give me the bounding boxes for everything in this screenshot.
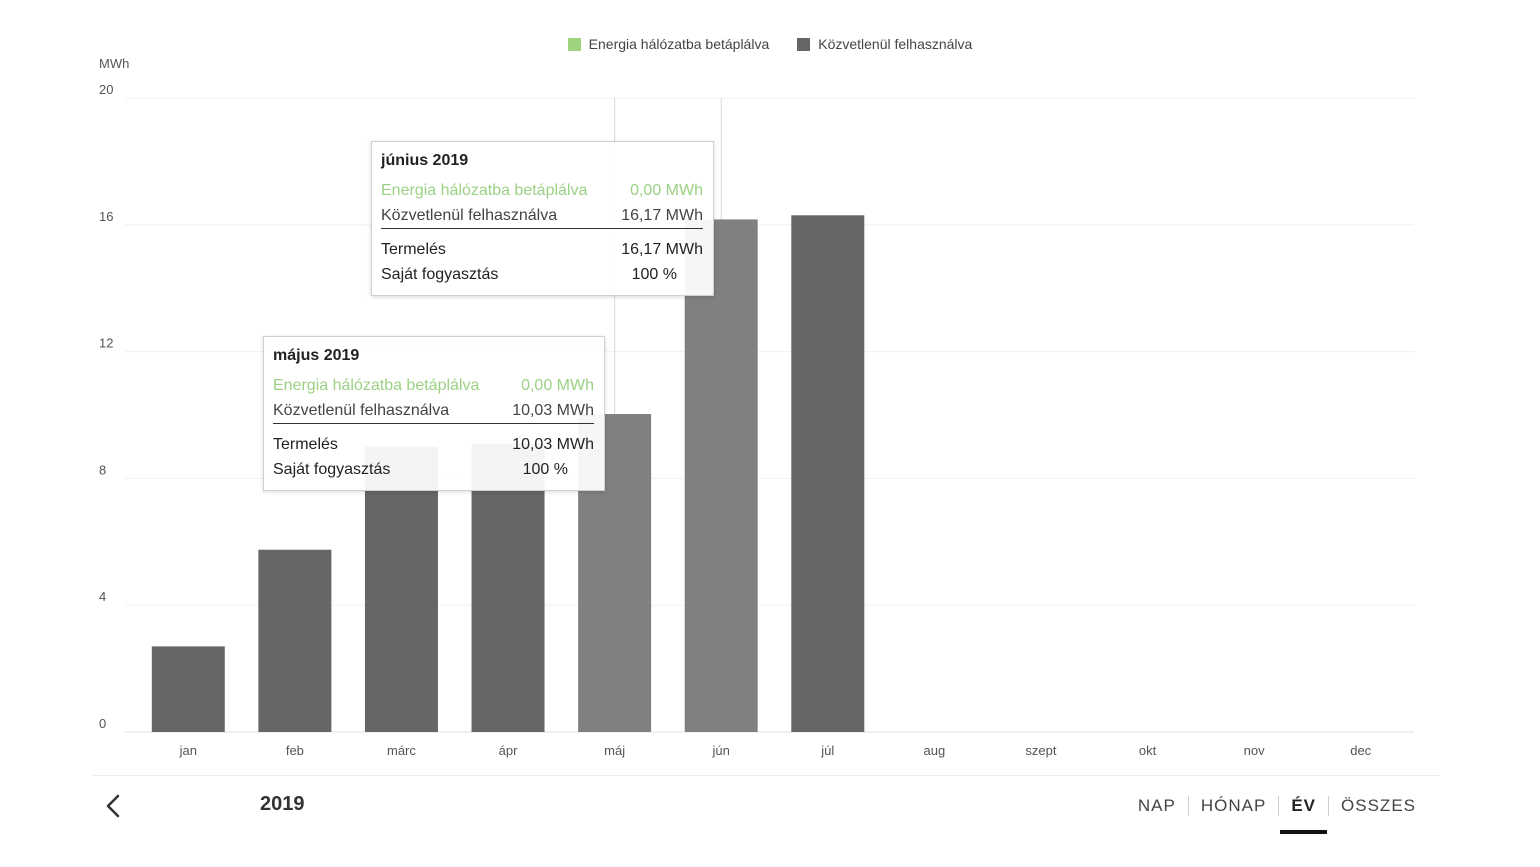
x-tick-label: feb [286,743,304,758]
tooltip-feed-value: 0,00 MWh [630,182,703,199]
x-tick-label: jan [179,743,197,758]
legend-swatch-feed [567,37,581,51]
x-tick-label: aug [924,743,946,758]
y-tick-label: 12 [99,336,113,351]
tooltip-row-self: Saját fogyasztás 100 % [381,262,703,287]
bar[interactable] [364,446,438,732]
y-tick-label: 16 [99,209,113,224]
x-tick-label: ápr [499,743,518,758]
legend-item-feed[interactable]: Energia hálózatba betáplálva [567,36,770,52]
y-tick-label: 8 [99,462,106,477]
tooltip-title: május 2019 [273,347,360,364]
x-tick-label: okt [1139,743,1157,758]
tooltip-production-value: 10,03 MWh [512,436,594,453]
legend-label-feed: Energia hálózatba betáplálva [588,36,770,52]
tooltip-row-feed: Energia hálózatba betáplálva 0,00 MWh [273,373,594,398]
legend-label-direct: Közvetlenül felhasználva [818,36,973,52]
bar[interactable] [471,443,545,732]
legend-swatch-direct [797,37,811,51]
tooltip-may: május 2019 Energia hálózatba betáplálva … [263,336,605,491]
tooltip-direct-value: 10,03 MWh [512,402,594,419]
tooltip-feed-value: 0,00 MWh [521,377,594,394]
y-tick-label: 4 [99,589,106,604]
tab-divider [1328,796,1330,816]
tooltip-production-label: Termelés [381,241,446,258]
tooltip-production-value: 16,17 MWh [621,241,703,258]
tooltip-self-value: 100 % [522,461,568,478]
tooltip-feed-label: Energia hálózatba betáplálva [381,182,588,199]
x-tick-label: dec [1350,743,1371,758]
tooltip-row-self: Saját fogyasztás 100 % [273,457,594,482]
previous-period-button[interactable] [100,790,128,822]
tooltip-june: június 2019 Energia hálózatba betáplálva… [371,141,714,296]
x-tick-label: márc [387,743,416,758]
tooltip-direct-label: Közvetlenül felhasználva [273,402,450,419]
tooltip-direct-label: Közvetlenül felhasználva [381,207,558,224]
x-tick-label: szept [1025,743,1056,758]
tab-month[interactable]: HÓNAP [1200,796,1267,815]
tooltip-row-direct: Közvetlenül felhasználva 10,03 MWh [273,398,594,424]
tooltip-row-production: Termelés 16,17 MWh [381,237,703,262]
tab-divider [1278,796,1280,816]
bar-chart: 0 4 8 12 16 20 jan feb márc ápr máj jún júl aug szept o… [99,82,1414,758]
x-tick-label: nov [1244,743,1265,758]
tooltip-production-label: Termelés [273,436,338,453]
tooltip-title: június 2019 [381,152,469,169]
bar[interactable] [151,646,225,732]
chevron-left-icon [106,794,120,818]
tooltip-row-feed: Energia hálózatba betáplálva 0,00 MWh [381,178,703,203]
tab-day[interactable]: NAP [1137,796,1176,815]
tooltip-self-value: 100 % [631,266,677,283]
tooltip-self-label: Saját fogyasztás [273,461,391,478]
x-tick-label: máj [604,743,625,758]
current-year: 2019 [260,793,305,815]
tooltip-direct-value: 16,17 MWh [621,207,703,224]
x-tick-label: júl [820,743,834,758]
period-navigation: 2019 NAP HÓNAP ÉV ÖSSZES [92,775,1440,867]
x-tick-label: jún [712,743,730,758]
tooltip-self-label: Saját fogyasztás [381,266,499,283]
bar[interactable] [684,219,758,732]
tooltip-feed-label: Energia hálózatba betáplálva [273,377,480,394]
y-axis-unit: MWh [99,56,130,71]
bar[interactable] [258,549,332,732]
tab-year[interactable]: ÉV [1279,794,1328,834]
y-tick-label: 20 [99,82,113,97]
tab-all[interactable]: ÖSSZES [1341,796,1416,815]
tab-divider [1187,796,1189,816]
tooltip-row-direct: Közvetlenül felhasználva 16,17 MWh [381,203,703,229]
legend-item-direct[interactable]: Közvetlenül felhasználva [797,36,972,52]
y-tick-label: 0 [99,716,106,731]
bar[interactable] [791,215,865,733]
tooltip-row-production: Termelés 10,03 MWh [273,432,594,457]
chart-legend: Energia hálózatba betáplálva Közvetlenül… [0,36,1540,52]
period-tabs: NAP HÓNAP ÉV ÖSSZES [1126,794,1428,834]
